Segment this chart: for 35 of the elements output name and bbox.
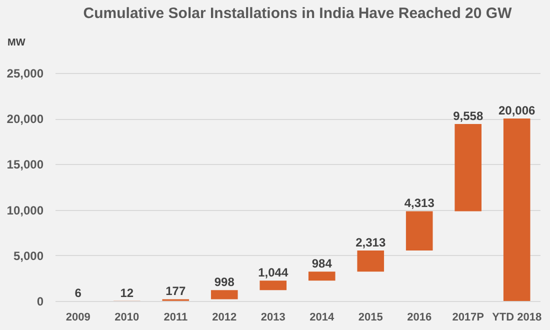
x-tick-label: 2016	[407, 312, 432, 324]
bar	[503, 118, 530, 301]
y-axis-title: MW	[8, 38, 26, 48]
data-label: 20,006	[498, 104, 536, 118]
bar	[357, 250, 384, 272]
x-tick-label: 2013	[260, 312, 286, 324]
y-tick-label: 20,000	[6, 112, 44, 126]
y-tick-label: 15,000	[6, 158, 44, 172]
x-tick-label: 2017P	[452, 312, 484, 324]
x-tick-label: 2009	[66, 312, 90, 324]
x-tick-label: 2015	[358, 312, 383, 324]
chart-title: Cumulative Solar Installations in India Have Reached 20 GW	[83, 5, 513, 22]
bar	[210, 290, 238, 300]
data-label: 12	[120, 286, 134, 300]
x-tick-label: 2010	[114, 312, 140, 324]
bar	[260, 280, 287, 290]
y-tick-label: 5,000	[13, 248, 44, 263]
bar	[454, 124, 482, 212]
data-label: 1,044	[258, 266, 288, 280]
y-tick-label: 25,000	[6, 66, 44, 80]
x-tick-label: 2014	[310, 312, 335, 324]
bar	[308, 272, 336, 281]
x-tick-label: 2011	[164, 312, 188, 324]
data-label: 984	[312, 256, 332, 271]
y-tick-label: 10,000	[6, 203, 44, 218]
bar	[406, 211, 433, 251]
data-label: 6	[74, 286, 82, 300]
x-tick-label: YTD 2018	[492, 312, 542, 324]
data-label: 2,313	[356, 236, 386, 250]
data-label: 177	[166, 284, 186, 298]
data-label: 4,313	[404, 196, 435, 210]
data-label: 9,558	[453, 109, 484, 124]
y-tick-label: 0	[36, 294, 44, 308]
x-tick-label: 2012	[212, 312, 237, 324]
data-label: 998	[214, 275, 235, 290]
